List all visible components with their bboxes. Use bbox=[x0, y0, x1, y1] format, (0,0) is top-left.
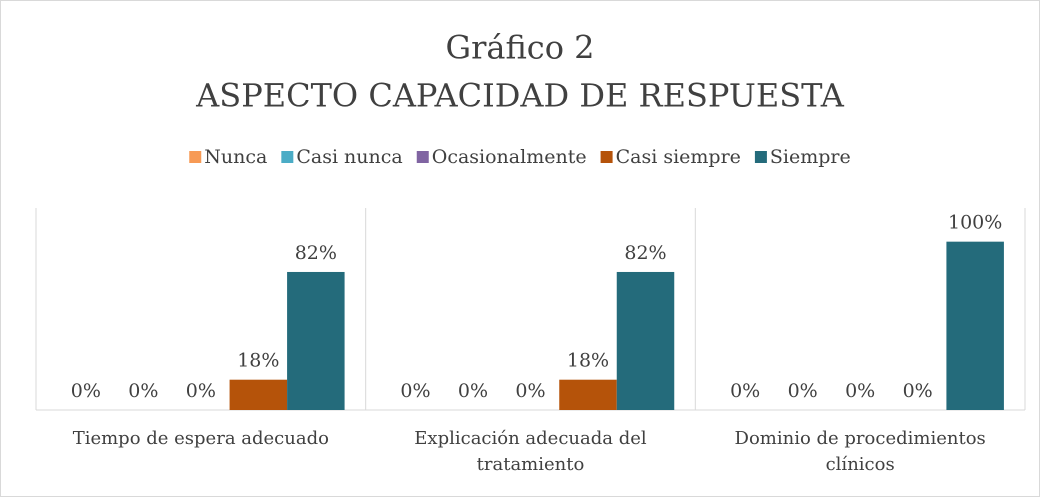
legend-label: Casi nunca bbox=[296, 146, 402, 168]
x-tick-label: Explicación adecuada del tratamiento bbox=[414, 428, 647, 475]
data-label: 18% bbox=[567, 350, 609, 372]
x-tick-label: Tiempo de espera adecuado bbox=[72, 428, 329, 449]
legend: Nunca Casi nunca Ocasionalmente Casi siempr… bbox=[189, 146, 851, 168]
legend-label: Siempre bbox=[770, 146, 851, 168]
data-label: 0% bbox=[515, 380, 545, 402]
data-label: 100% bbox=[948, 212, 1002, 234]
data-label: 0% bbox=[903, 380, 933, 402]
x-tick-label: Dominio de procedimientos clínicos bbox=[734, 428, 986, 475]
bar bbox=[559, 379, 617, 410]
chart-subtitle: ASPECTO CAPACIDAD DE RESPUESTA bbox=[195, 77, 845, 115]
data-label: 0% bbox=[730, 380, 760, 402]
data-label: 0% bbox=[186, 380, 216, 402]
bar bbox=[229, 379, 288, 410]
legend-label: Ocasionalmente bbox=[432, 146, 587, 168]
data-label: 82% bbox=[624, 242, 666, 264]
data-label: 0% bbox=[458, 380, 488, 402]
bar bbox=[287, 271, 345, 410]
legend-swatch bbox=[754, 151, 767, 163]
x-tick-label-box: Tiempo de espera adecuado bbox=[72, 428, 329, 449]
x-tick-label-box: Explicación adecuada del tratamiento bbox=[414, 428, 647, 475]
data-label: 0% bbox=[400, 380, 430, 402]
bar bbox=[616, 271, 675, 410]
x-tick-label-box: Dominio de procedimientos clínicos bbox=[734, 428, 986, 475]
bar bbox=[946, 241, 1004, 410]
legend-label: Casi siempre bbox=[616, 146, 741, 168]
data-label: 82% bbox=[295, 242, 337, 264]
legend-swatch bbox=[189, 151, 202, 163]
legend-swatch bbox=[600, 151, 613, 163]
legend-swatch bbox=[416, 151, 429, 163]
data-label: 0% bbox=[128, 380, 158, 402]
data-label: 0% bbox=[788, 380, 818, 402]
data-label: 0% bbox=[845, 380, 875, 402]
data-label: 0% bbox=[71, 380, 101, 402]
legend-swatch bbox=[281, 151, 294, 163]
data-label: 18% bbox=[237, 350, 279, 372]
legend-label: Nunca bbox=[204, 146, 267, 168]
chart-title: Gráfico 2 bbox=[446, 29, 595, 67]
